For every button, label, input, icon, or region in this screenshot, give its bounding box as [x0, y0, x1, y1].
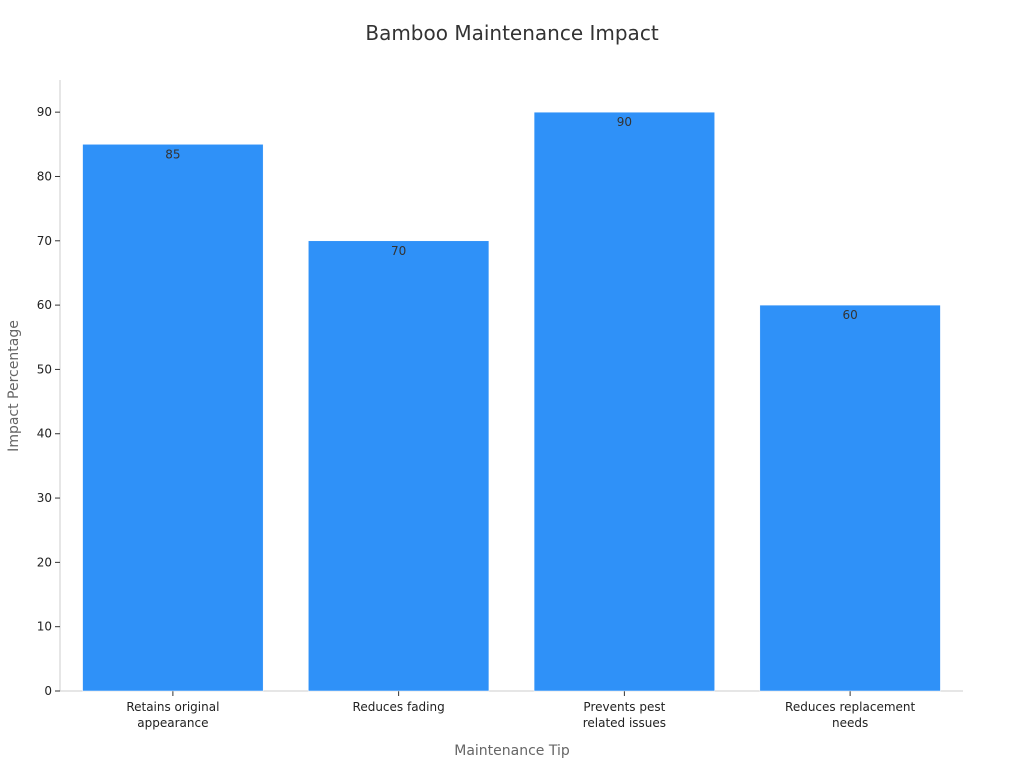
y-tick-label: 70 [37, 234, 52, 248]
y-tick-label: 0 [44, 684, 52, 698]
y-tick-label: 90 [37, 105, 52, 119]
y-tick-label: 30 [37, 491, 52, 505]
x-axis: Retains original appearance Reduces fading… [60, 690, 963, 730]
x-tick-label-line: related issues [583, 716, 666, 730]
x-tick-label-line: appearance [137, 716, 208, 730]
bar-value-label: 90 [617, 115, 632, 129]
bar [82, 144, 264, 692]
bar-value-labels: 85 70 90 60 [165, 115, 858, 322]
x-tick-label-line: Prevents pest [583, 700, 665, 714]
bar [759, 304, 941, 692]
bar-value-label: 70 [391, 244, 406, 258]
x-tick-label-line: Reduces replacement [785, 700, 915, 714]
y-tick-label: 40 [37, 427, 52, 441]
y-tick-label: 50 [37, 362, 52, 376]
x-tick-label-line: Reduces fading [353, 700, 445, 714]
y-axis-title: Impact Percentage [6, 320, 22, 452]
bar [308, 240, 490, 692]
bar [533, 111, 715, 692]
x-tick-label: Retains original appearance [126, 700, 219, 730]
bars [82, 111, 941, 692]
x-tick-label-line: Retains original [126, 700, 219, 714]
y-axis: 0 10 20 30 40 50 60 70 80 90 [37, 80, 61, 698]
chart-title: Bamboo Maintenance Impact [365, 21, 658, 45]
x-tick-label-line: needs [832, 716, 868, 730]
x-axis-title: Maintenance Tip [454, 743, 570, 759]
y-tick-label: 20 [37, 555, 52, 569]
bar-value-label: 60 [842, 308, 857, 322]
y-tick-label: 80 [37, 169, 52, 183]
x-tick-label: Reduces fading [353, 700, 445, 714]
x-tick-label: Reduces replacement needs [785, 700, 915, 730]
x-tick-label: Prevents pest related issues [583, 700, 666, 730]
y-tick-label: 60 [37, 298, 52, 312]
bar-value-label: 85 [165, 147, 180, 161]
y-tick-label: 10 [37, 620, 52, 634]
